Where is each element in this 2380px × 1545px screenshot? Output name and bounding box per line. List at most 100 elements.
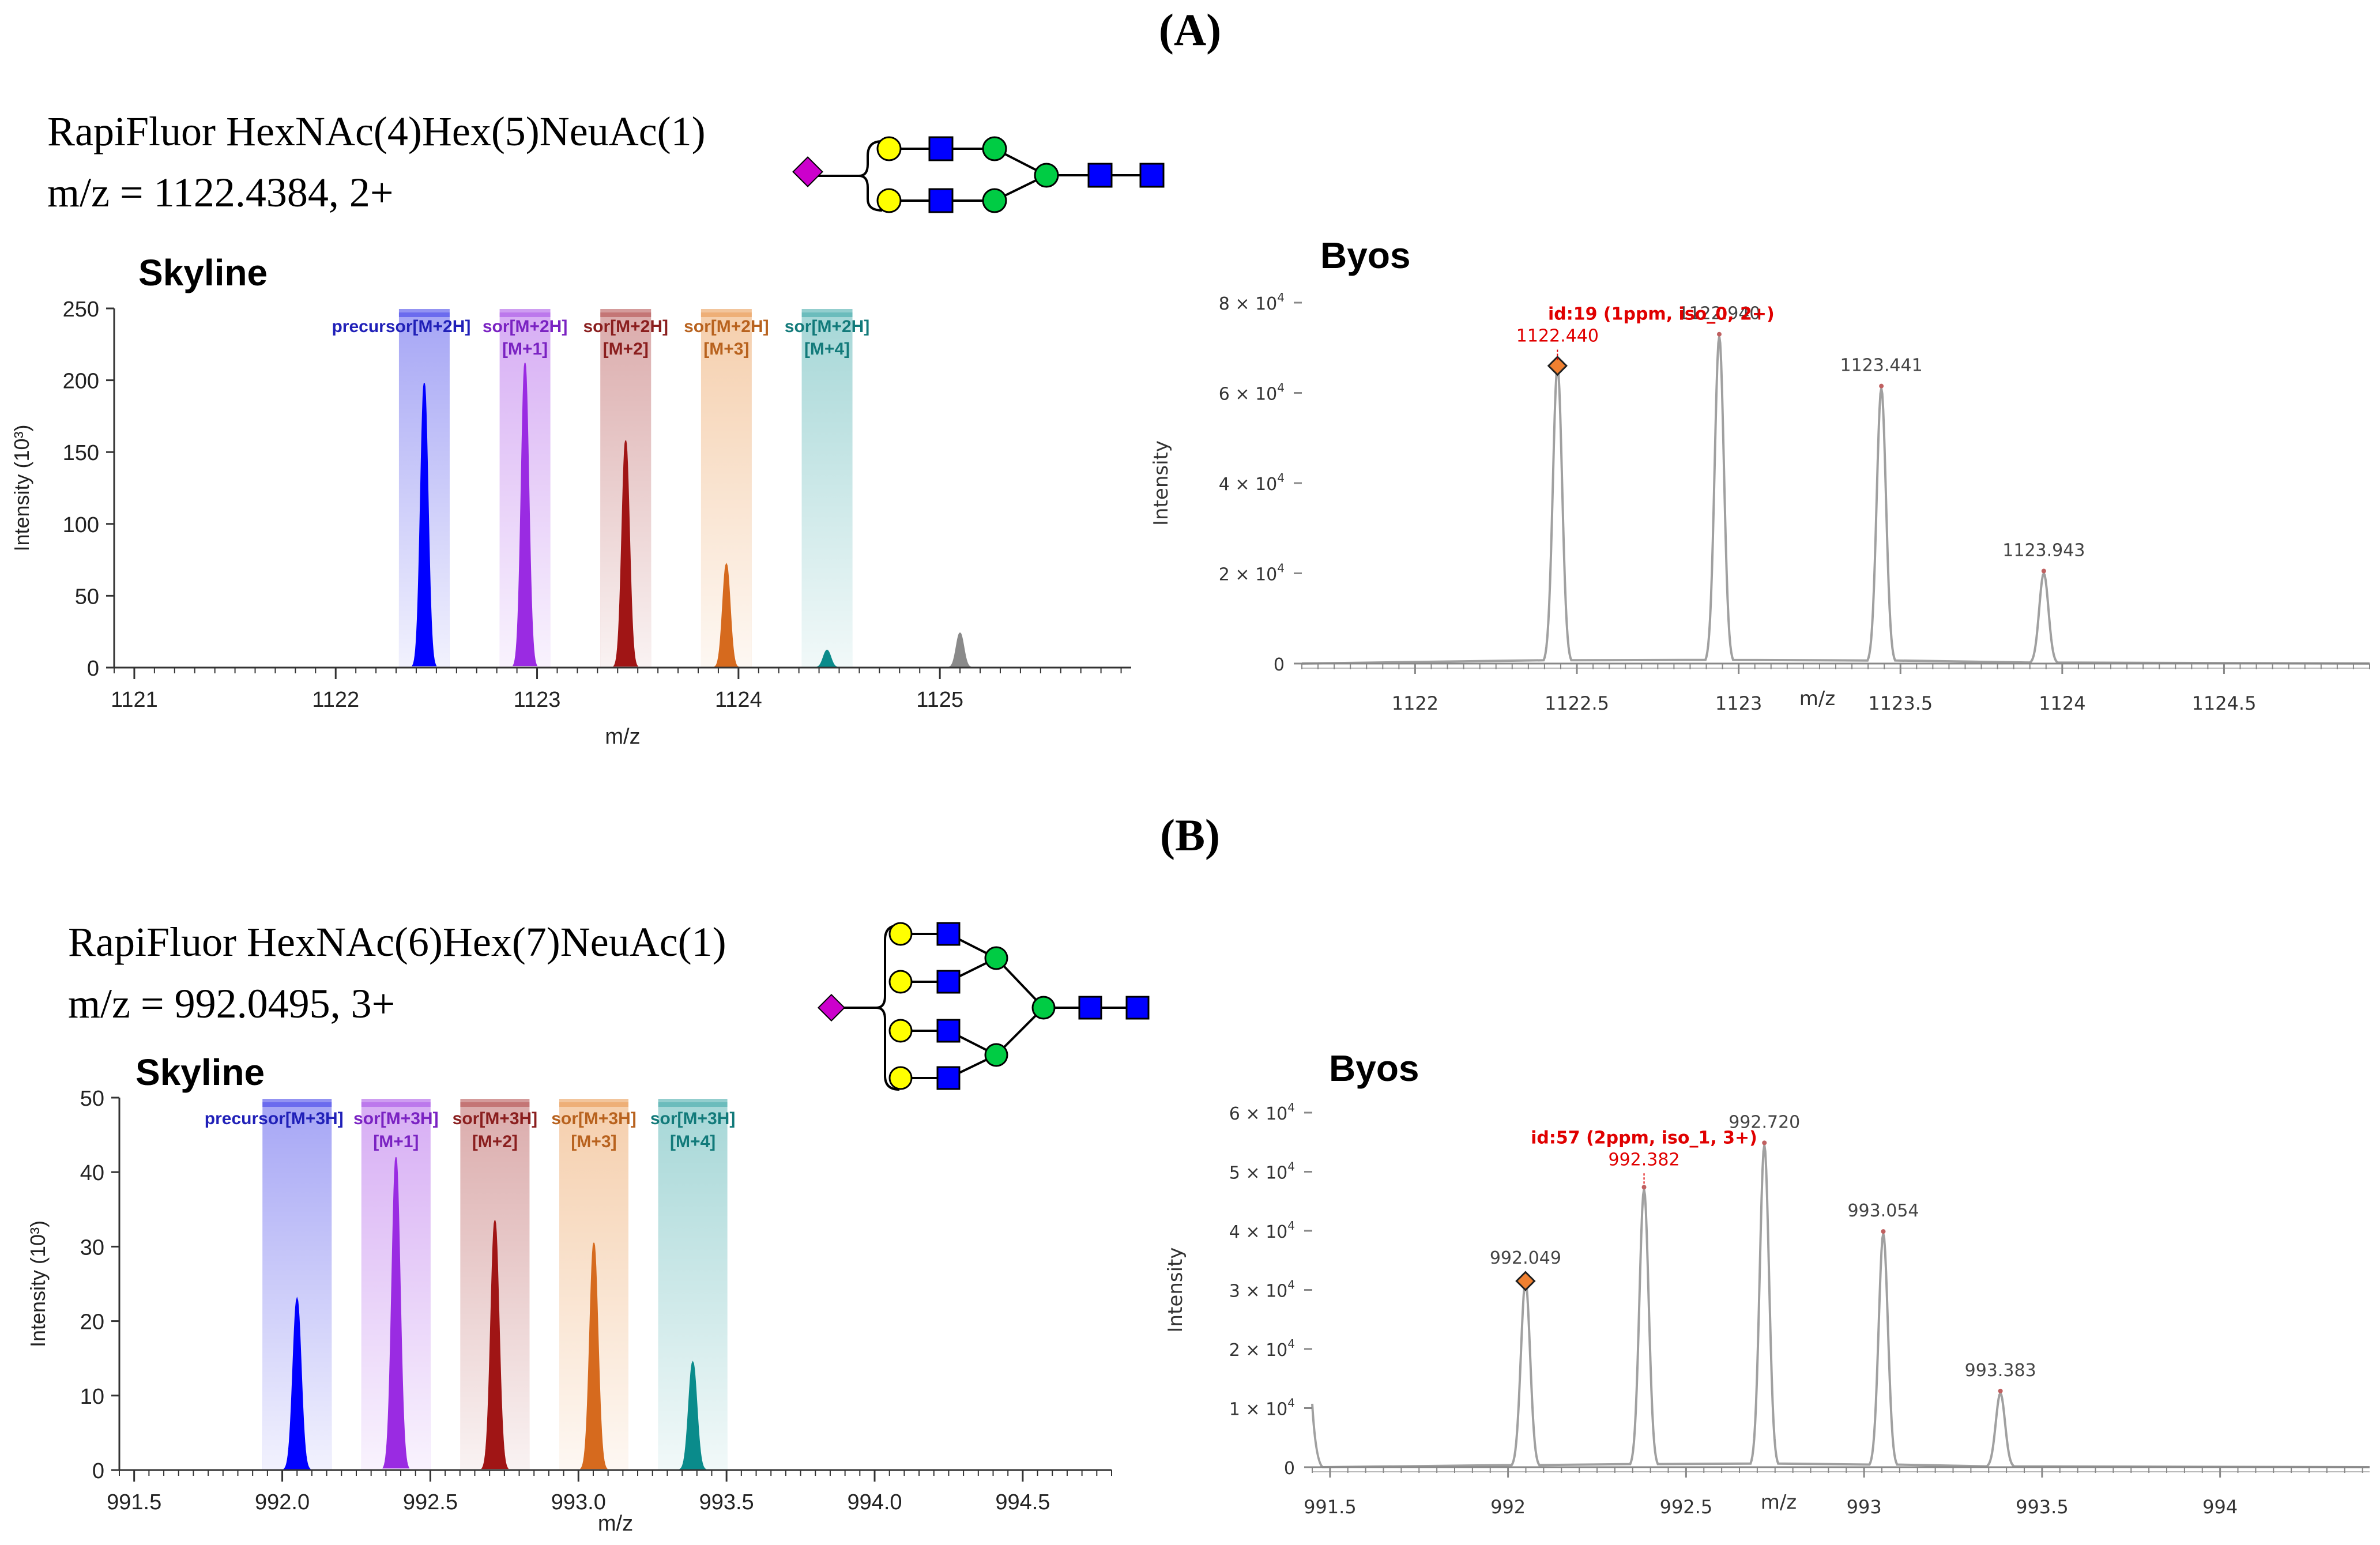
skyline-a-xtick-label-1: 1122	[312, 688, 359, 712]
skyline-b-band-label-1: sor[M+3H]	[353, 1109, 439, 1128]
byos-a-xtick-label-5: 1124.5	[2191, 692, 2256, 714]
skyline-a-band-sublabel-3: [M+3]	[703, 340, 749, 359]
byos-a-peak-dot-3	[2041, 568, 2046, 574]
skyline-b-peak-3	[580, 1242, 608, 1469]
skyline-b-ytick-label-2: 20	[80, 1310, 104, 1335]
skyline-b-band-label-2: sor[M+3H]	[453, 1109, 538, 1128]
byos-b-xlabel: m/z	[1761, 1491, 1797, 1514]
skyline-a-xtick-label-2: 1123	[514, 688, 561, 712]
skyline-b-band-cap-2	[460, 1099, 530, 1107]
byos-a-annotation-mz: 1122.440	[1516, 326, 1599, 346]
skyline-a-band-sublabel-1: [M+1]	[502, 340, 548, 359]
panel-b-label: (B)	[1160, 810, 1220, 860]
skyline-b-ytick-label-1: 10	[80, 1385, 104, 1409]
skyline-b-ytick-label-3: 30	[80, 1235, 104, 1260]
byos-b-peak-dot-4	[1998, 1388, 2003, 1393]
byos-a-xtick-label-2: 1123	[1715, 692, 1762, 714]
byos-b-peak-label-2: 992.720	[1728, 1112, 1800, 1132]
byos-b-xtick-label-5: 994	[2202, 1496, 2238, 1518]
skyline-b-band-sublabel-4: [M+4]	[670, 1132, 715, 1151]
skyline-a-xlabel: m/z	[605, 725, 640, 749]
skyline-a-band-fade-4	[801, 312, 853, 668]
skyline-b-title: Skyline	[135, 1052, 265, 1093]
skyline-a-band-cap-3	[701, 309, 752, 317]
byos-a-annotation-id: id:19 (1ppm, iso_0, 2+)	[1548, 304, 1775, 325]
skyline-a-ytick-label-3: 150	[63, 441, 99, 465]
byos-b-xtick-label-3: 993	[1847, 1496, 1882, 1518]
byos-b-peak-label-0: 992.049	[1490, 1248, 1561, 1268]
byos-b-peak-label-4: 993.383	[1965, 1361, 2036, 1381]
skyline-b-band-cap-1	[361, 1099, 431, 1107]
skyline-a-band-label-0: precursor[M+2H]	[332, 317, 470, 336]
byos-b-ytick-label-0: 0	[1284, 1459, 1295, 1479]
byos-b-xtick-label-0: 991.5	[1304, 1496, 1357, 1518]
skyline-a-band-label-4: sor[M+2H]	[785, 317, 870, 336]
skyline-b-xtick-label-5: 994.0	[847, 1490, 902, 1514]
skyline-a-peak-2	[613, 440, 639, 667]
byos-b-xtick-label-2: 992.5	[1660, 1496, 1713, 1518]
byos-b-peak-label-3: 993.054	[1847, 1201, 1919, 1221]
skyline-b-ytick-label-0: 0	[92, 1459, 104, 1483]
skyline-a-band-cap-1	[499, 309, 551, 317]
skyline-a-ytick-label-2: 100	[63, 513, 99, 537]
byos-b-ytick-label-3: 3 × 104	[1229, 1278, 1295, 1302]
skyline-a-peak-3	[713, 563, 740, 668]
byos-a-xlabel: m/z	[1799, 687, 1835, 710]
skyline-a-ylabel: Intensity (10³)	[10, 424, 33, 551]
panel-b-glycan-name: RapiFluor HexNAc(6)Hex(7)NeuAc(1)	[68, 919, 726, 965]
byos-a-ytick-label-0: 0	[1274, 655, 1285, 675]
byos-a-matched-peak-marker-0	[1547, 355, 1568, 376]
panel-a-mz-text: m/z = 1122.4384, 2+	[47, 169, 394, 216]
skyline-b-band-label-3: sor[M+3H]	[551, 1109, 637, 1128]
byos-a-xtick-label-4: 1124	[2039, 692, 2085, 714]
panel-b-mz-text: m/z = 992.0495, 3+	[68, 981, 395, 1027]
skyline-a-band-cap-0	[398, 309, 450, 317]
skyline-b-xtick-label-2: 992.5	[403, 1490, 458, 1514]
byos-a-title: Byos	[1320, 235, 1411, 276]
skyline-b-band-cap-3	[559, 1099, 628, 1107]
skyline-b-xtick-label-0: 991.5	[107, 1490, 161, 1514]
byos-a-ytick-label-1: 2 × 104	[1219, 562, 1285, 585]
skyline-a-peak-0	[412, 383, 437, 666]
skyline-b-peak-2	[481, 1220, 509, 1469]
byos-b-ytick-label-1: 1 × 104	[1229, 1396, 1295, 1420]
skyline-a-peak-1	[513, 363, 538, 666]
skyline-b-xtick-label-1: 992.0	[255, 1490, 310, 1514]
skyline-b-chart: Skyline precursor[M+3H] sor[M+3H] [M+1] sor…	[26, 1052, 1112, 1536]
byos-a-peak-dot-1	[1716, 331, 1722, 337]
skyline-a-chart: Skyline precursor[M+2H] sor[M+2H] [M+1] sor…	[10, 252, 1131, 749]
byos-b-ytick-label-5: 5 × 104	[1229, 1160, 1295, 1184]
byos-b-spectrum-line	[1311, 1145, 2370, 1469]
byos-b-ytick-label-6: 6 × 104	[1229, 1101, 1295, 1124]
byos-a-xtick-label-3: 1123.5	[1868, 692, 1933, 714]
byos-a-chart: Byos 1122 1122.5 1123 1123.5 1124 1124.5 0 2 × …	[1150, 235, 2370, 714]
skyline-a-title: Skyline	[138, 252, 268, 293]
skyline-a-ytick-label-0: 0	[87, 657, 99, 681]
byos-b-title: Byos	[1329, 1047, 1419, 1089]
skyline-a-band-sublabel-2: [M+2]	[603, 340, 649, 359]
byos-b-peak-dot-3	[1881, 1229, 1886, 1234]
skyline-a-ytick-label-1: 50	[75, 585, 99, 609]
byos-b-ytick-label-2: 2 × 104	[1229, 1337, 1295, 1361]
skyline-b-ytick-label-5: 50	[80, 1087, 104, 1111]
skyline-b-band-cap-0	[262, 1099, 332, 1107]
skyline-a-band-label-3: sor[M+2H]	[684, 317, 769, 336]
byos-a-ytick-label-2: 4 × 104	[1219, 471, 1285, 495]
skyline-b-ylabel: Intensity (10³)	[26, 1220, 50, 1347]
byos-a-ytick-label-4: 8 × 104	[1219, 291, 1285, 314]
skyline-a-band-label-2: sor[M+2H]	[583, 317, 668, 336]
skyline-a-band-label-1: sor[M+2H]	[483, 317, 568, 336]
skyline-b-xtick-label-3: 993.0	[551, 1490, 606, 1514]
skyline-b-band-sublabel-3: [M+3]	[571, 1132, 616, 1151]
byos-b-peak-dot-2	[1762, 1140, 1767, 1145]
skyline-b-band-label-0: precursor[M+3H]	[205, 1109, 344, 1128]
skyline-a-ytick-label-5: 250	[63, 297, 99, 322]
byos-a-peak-label-2: 1123.441	[1840, 356, 1923, 376]
skyline-a-xtick-label-3: 1124	[715, 688, 762, 712]
byos-b-xtick-label-4: 993.5	[2016, 1496, 2069, 1518]
byos-b-peak-dot-1	[1641, 1185, 1647, 1190]
glycan-a-structure-icon	[792, 136, 1165, 213]
byos-b-ylabel: Intensity	[1164, 1248, 1187, 1333]
byos-b-chart: Byos 991.5 992 992.5 993 993.5 994 0 1 × 104 2 ×…	[1164, 1047, 2370, 1518]
